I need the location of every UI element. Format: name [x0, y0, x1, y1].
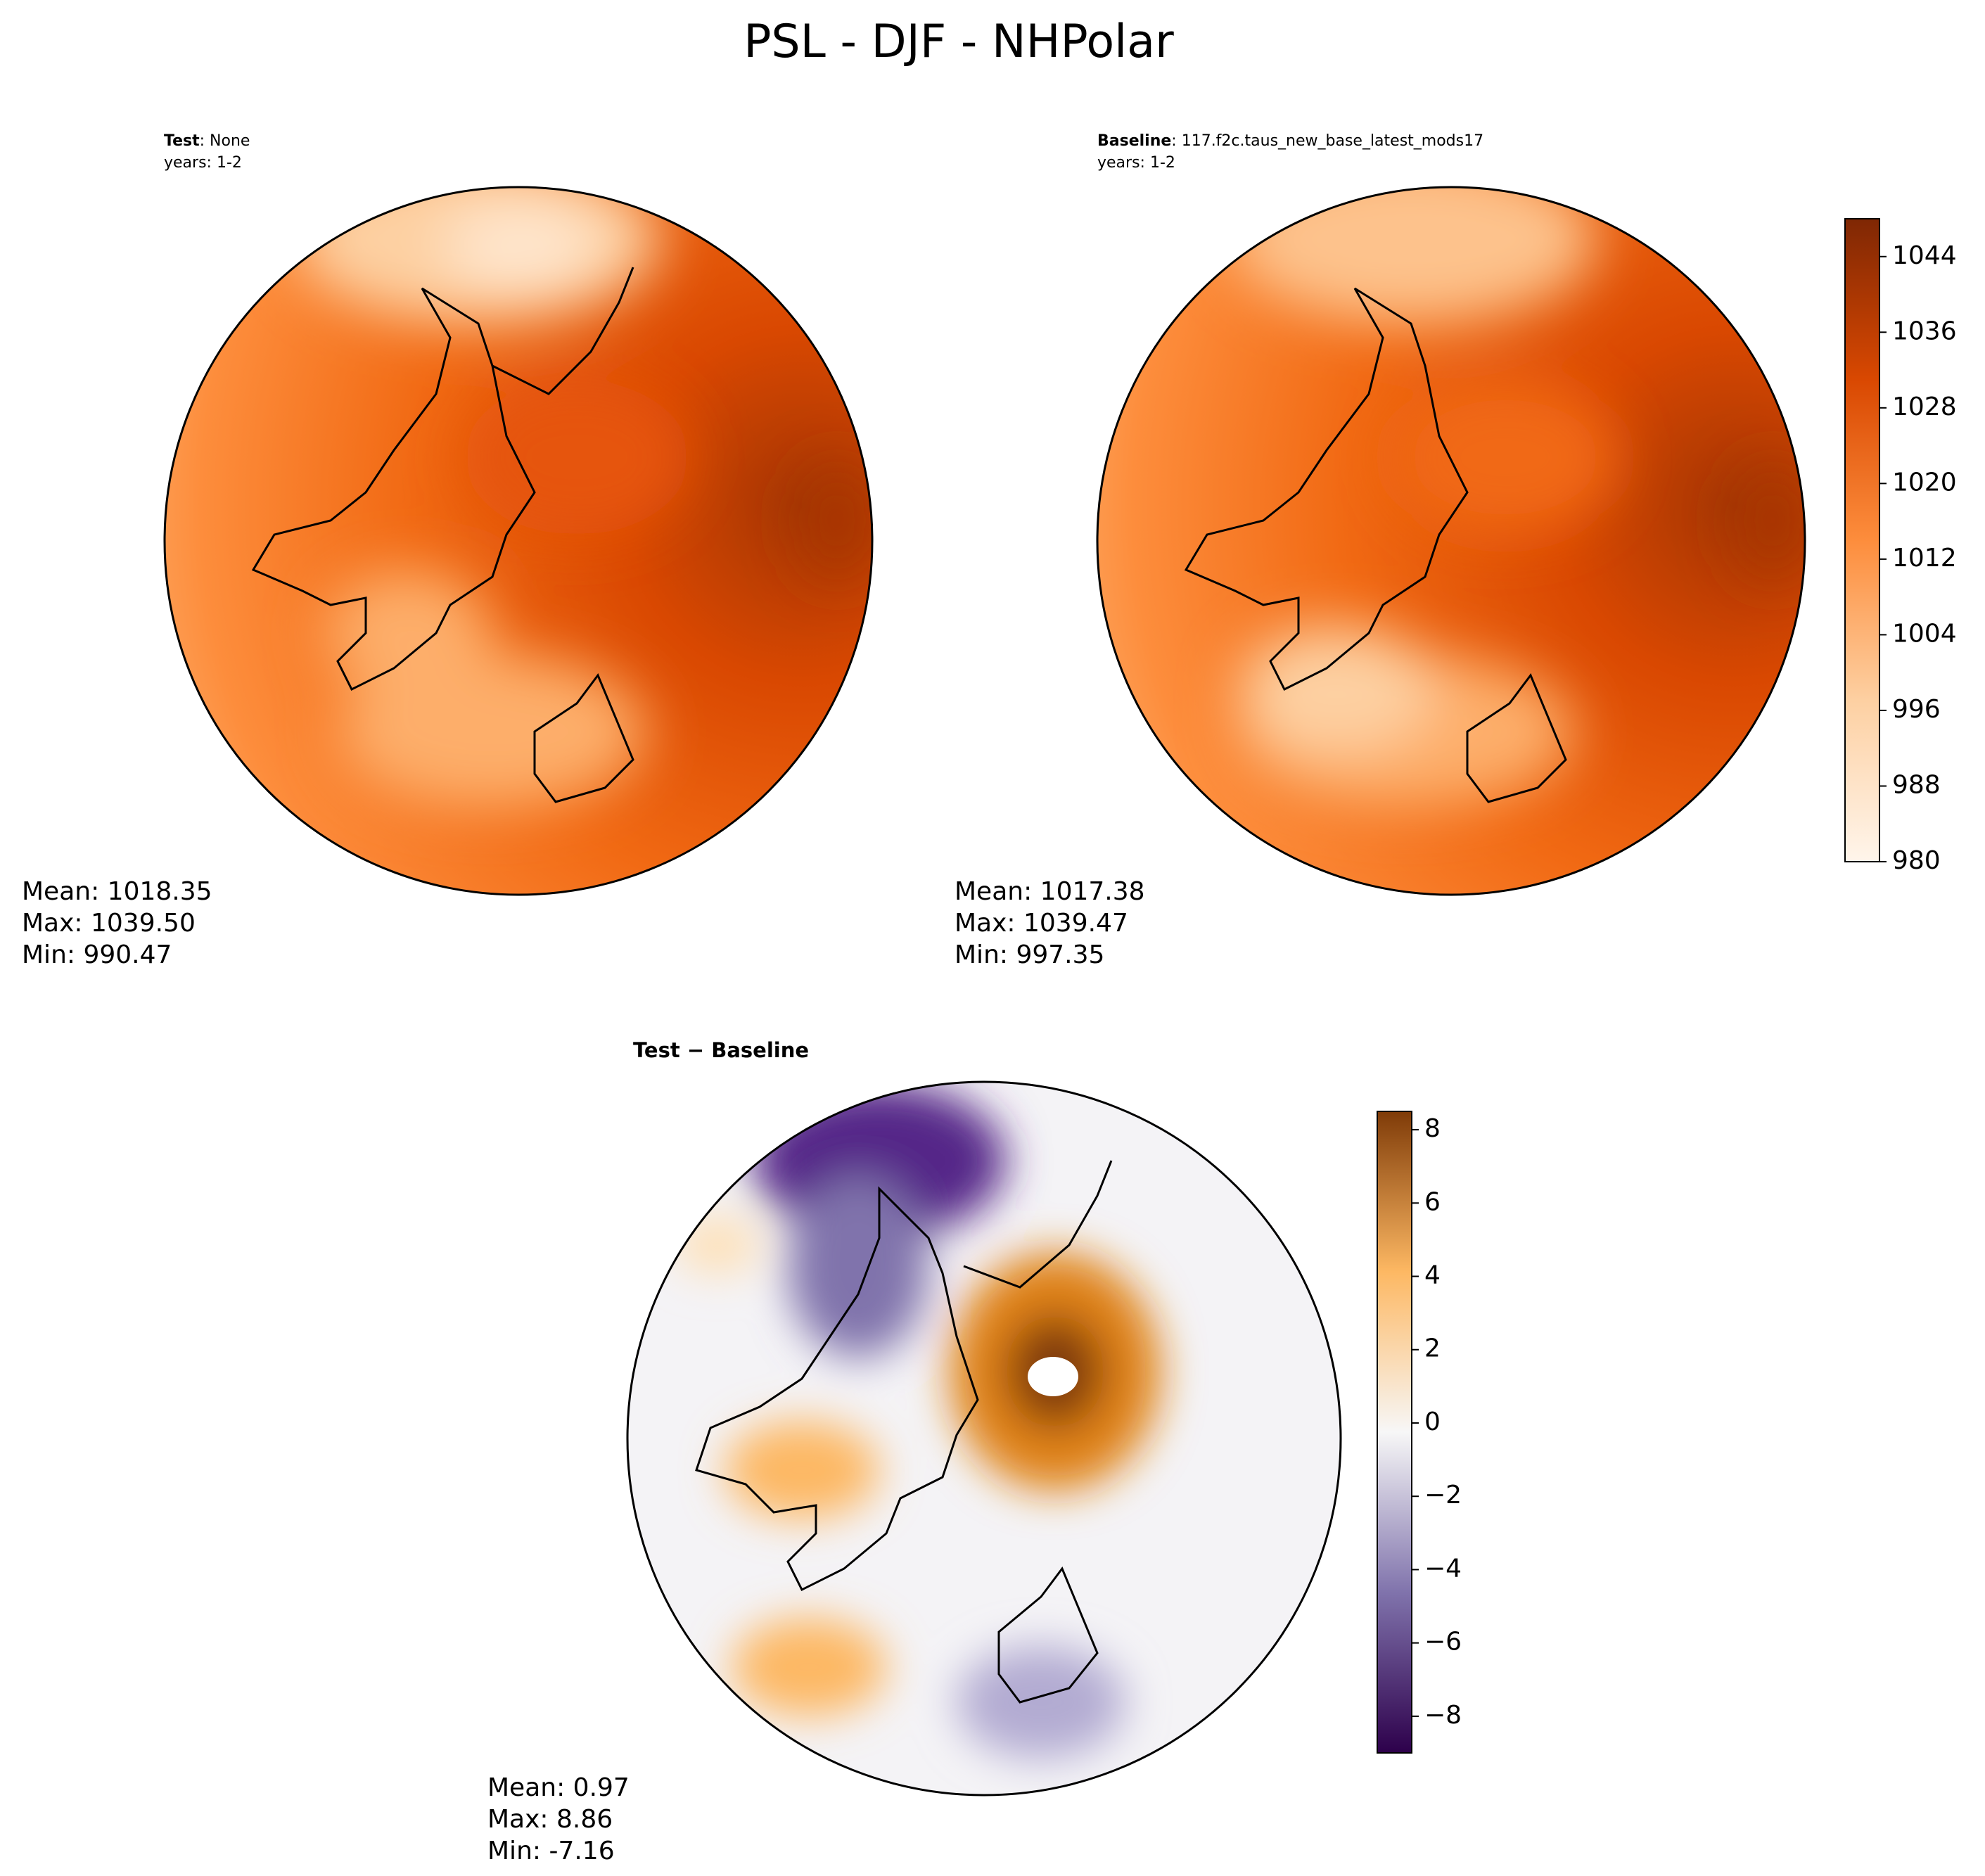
colorbar-tick-label: 988 [1892, 770, 1941, 799]
stat: Min: 990.47 [22, 940, 172, 969]
coastline [1184, 287, 1567, 803]
stat: Mean: 1018.35 [22, 877, 212, 906]
colorbar-tick-label: −2 [1424, 1481, 1462, 1510]
colorbar-tick-label: 980 [1892, 846, 1941, 875]
panel-header: Test: None [164, 132, 250, 150]
stat: Max: 8.86 [487, 1805, 613, 1834]
colorbar-tick-label: 1036 [1892, 317, 1957, 345]
panel-title: Test − Baseline [633, 1038, 809, 1062]
panel-label: Baseline [1097, 132, 1171, 150]
colorbar-tick-label: −4 [1424, 1554, 1462, 1583]
panel-years: years: 1-2 [1097, 154, 1175, 172]
coastline [695, 1160, 1113, 1704]
colorbar [1377, 1111, 1412, 1754]
stat: Mean: 1017.38 [955, 877, 1145, 906]
colorbar-tick-label: 996 [1892, 695, 1941, 724]
map-field [1097, 187, 1805, 895]
colorbar-tick-label: 1020 [1892, 468, 1957, 497]
panel-name: : 117.f2c.taus_new_base_latest_mods17 [1171, 132, 1483, 150]
colorbar-tick-label: 8 [1424, 1114, 1441, 1143]
colorbar-tick-label: 6 [1424, 1187, 1441, 1216]
colorbar-tick-label: 0 [1424, 1408, 1441, 1436]
figure-title: PSL - DJF - NHPolar [743, 15, 1174, 68]
colorbar-tick-label: 1044 [1892, 241, 1957, 270]
panel-header: Baseline: 117.f2c.taus_new_base_latest_m… [1097, 132, 1483, 150]
stat: Max: 1039.50 [22, 909, 196, 938]
coastline [251, 267, 634, 803]
stat: Min: -7.16 [487, 1837, 615, 1865]
panel-years: years: 1-2 [164, 154, 242, 172]
panel-label: Test [164, 132, 200, 150]
stat: Mean: 0.97 [487, 1773, 630, 1802]
map-boundary [163, 186, 874, 896]
colorbar [1844, 218, 1880, 862]
colorbar-tick-label: 2 [1424, 1334, 1441, 1363]
colorbar-tick-label: −8 [1424, 1701, 1462, 1730]
map-field [627, 1082, 1341, 1795]
colorbar-tick-label: −6 [1424, 1628, 1462, 1657]
colorbar-tick-label: 1012 [1892, 544, 1957, 573]
map-boundary [1096, 186, 1806, 896]
map-boundary [626, 1080, 1342, 1797]
stat: Min: 997.35 [955, 940, 1104, 969]
map-field [165, 187, 872, 895]
panel-name: : None [200, 132, 250, 150]
colorbar-tick-label: 4 [1424, 1261, 1441, 1290]
stat: Max: 1039.47 [955, 909, 1128, 938]
colorbar-tick-label: 1004 [1892, 619, 1957, 648]
colorbar-tick-label: 1028 [1892, 393, 1957, 421]
